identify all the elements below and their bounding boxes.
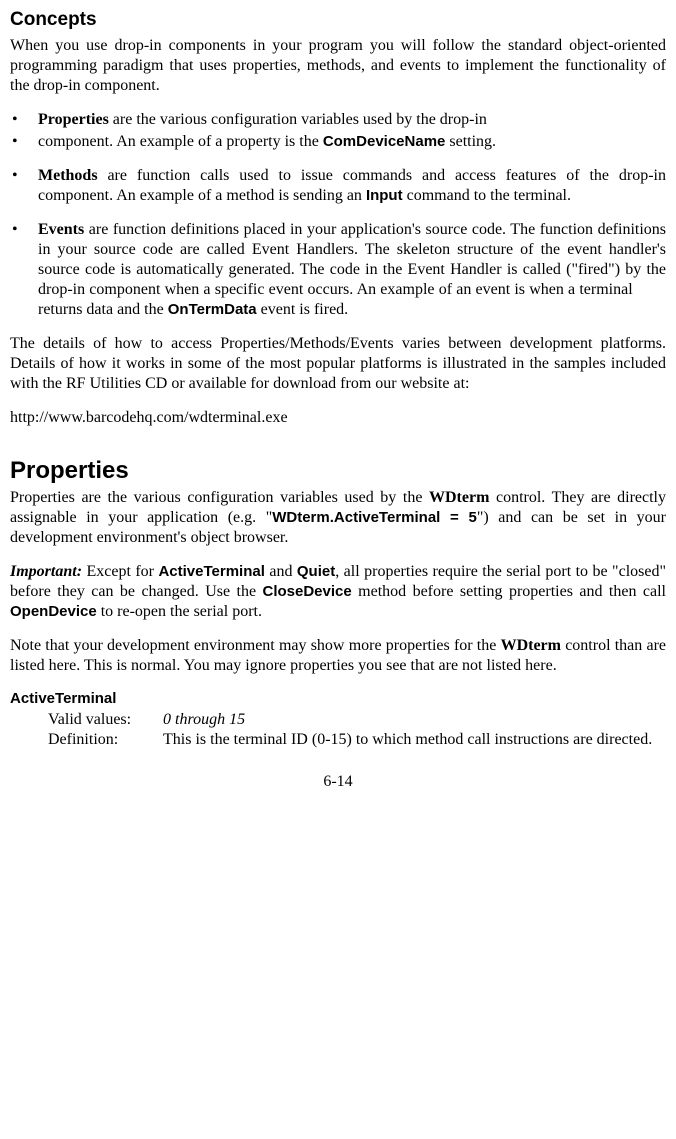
- bullet-lead: Events: [38, 221, 84, 238]
- concepts-details: The details of how to access Properties/…: [10, 334, 666, 394]
- code-closedevice: CloseDevice: [263, 583, 352, 600]
- valid-values-label: Valid values:: [48, 710, 163, 730]
- property-definition-row: Definition: This is the terminal ID (0-1…: [10, 730, 666, 750]
- text: method before setting properties and the…: [352, 583, 666, 600]
- bullet-methods: Methods are function calls used to issue…: [10, 166, 666, 206]
- important-label: Important:: [10, 563, 82, 580]
- bullet-text: event is fired.: [257, 301, 349, 318]
- page-number: 6-14: [10, 772, 666, 792]
- concepts-heading: Concepts: [10, 8, 666, 32]
- code-quiet: Quiet: [297, 563, 335, 580]
- text: and: [265, 563, 297, 580]
- bullet-text: are function definitions placed in your …: [38, 221, 666, 318]
- bullet-lead: Properties: [38, 111, 109, 128]
- bullet-properties: Properties are the various configuration…: [10, 110, 666, 130]
- properties-intro: Properties are the various configuration…: [10, 488, 666, 548]
- code-activeterminal: ActiveTerminal: [158, 563, 264, 580]
- code-comdevicename: ComDeviceName: [323, 133, 446, 150]
- concepts-url: http://www.barcodehq.com/wdterminal.exe: [10, 408, 666, 428]
- code-wdterm-assign: WDterm.ActiveTerminal = 5: [272, 509, 477, 526]
- wdterm-label: WDterm: [501, 637, 561, 654]
- property-activeterminal: ActiveTerminal Valid values: 0 through 1…: [10, 690, 666, 750]
- definition-value: This is the terminal ID (0-15) to which …: [163, 730, 652, 750]
- property-title: ActiveTerminal: [10, 690, 666, 709]
- properties-heading: Properties: [10, 456, 666, 486]
- wdterm-label: WDterm: [429, 489, 489, 506]
- text: Properties are the various configuration…: [10, 489, 429, 506]
- bullet-text: are the various configuration variables …: [109, 111, 487, 128]
- text: Except for: [82, 563, 158, 580]
- code-opendevice: OpenDevice: [10, 603, 97, 620]
- properties-important: Important: Except for ActiveTerminal and…: [10, 562, 666, 622]
- concepts-intro: When you use drop-in components in your …: [10, 36, 666, 96]
- bullet-text: are function calls used to issue command…: [38, 167, 666, 204]
- concepts-bullet-list: Properties are the various configuration…: [10, 110, 666, 320]
- bullet-text: command to the terminal.: [403, 187, 571, 204]
- code-input: Input: [366, 187, 403, 204]
- bullet-events: Events are function definitions placed i…: [10, 220, 666, 320]
- bullet-component: component. An example of a property is t…: [10, 132, 666, 152]
- text: to re-open the serial port.: [97, 603, 262, 620]
- definition-label: Definition:: [48, 730, 163, 750]
- bullet-text: setting.: [445, 133, 496, 150]
- bullet-lead: Methods: [38, 167, 98, 184]
- property-valid-row: Valid values: 0 through 15: [10, 710, 666, 730]
- valid-values-value: 0 through 15: [163, 710, 245, 730]
- properties-note: Note that your development environment m…: [10, 636, 666, 676]
- bullet-text: component. An example of a property is t…: [38, 133, 323, 150]
- code-ontermdata: OnTermData: [168, 301, 257, 318]
- text: Note that your development environment m…: [10, 637, 501, 654]
